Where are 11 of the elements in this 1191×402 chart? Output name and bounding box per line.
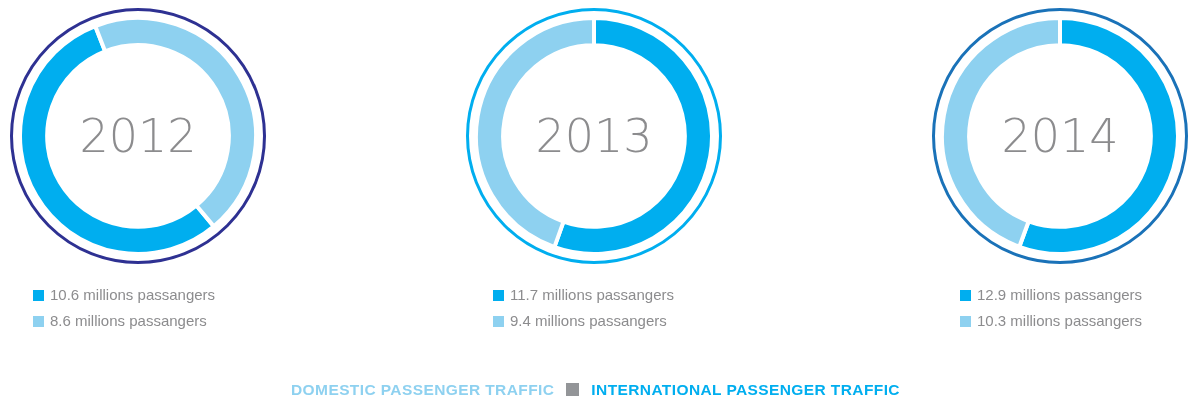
text: INTERNATIONAL PASSENGER TRAFFIC <box>591 380 900 398</box>
legend-label: 8.6 millions passangers <box>50 312 207 329</box>
legend-label: 10.3 millions passangers <box>977 312 1143 329</box>
legend-label: 10.6 millions passangers <box>50 286 216 303</box>
legend-label: 11.7 millions passangers <box>510 286 674 303</box>
legend-label: 12.9 millions passangers <box>977 286 1143 303</box>
text: 2012 <box>78 108 198 165</box>
legend-label: 9.4 millions passangers <box>510 312 667 329</box>
text: 2013 <box>534 108 654 165</box>
text: 2014 <box>1000 108 1120 165</box>
text: DOMESTIC PASSENGER TRAFFIC <box>291 380 555 398</box>
